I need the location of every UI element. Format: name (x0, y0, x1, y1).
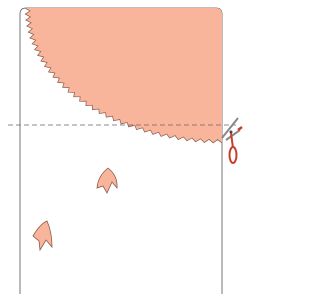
page: (() => { const cx = 222, cy = 8, rx = 19… (0, 0, 245, 294)
illustration (0, 0, 245, 294)
scissor-handle (238, 127, 242, 130)
scissor-blade (222, 118, 238, 138)
scissor-handle (230, 147, 237, 163)
